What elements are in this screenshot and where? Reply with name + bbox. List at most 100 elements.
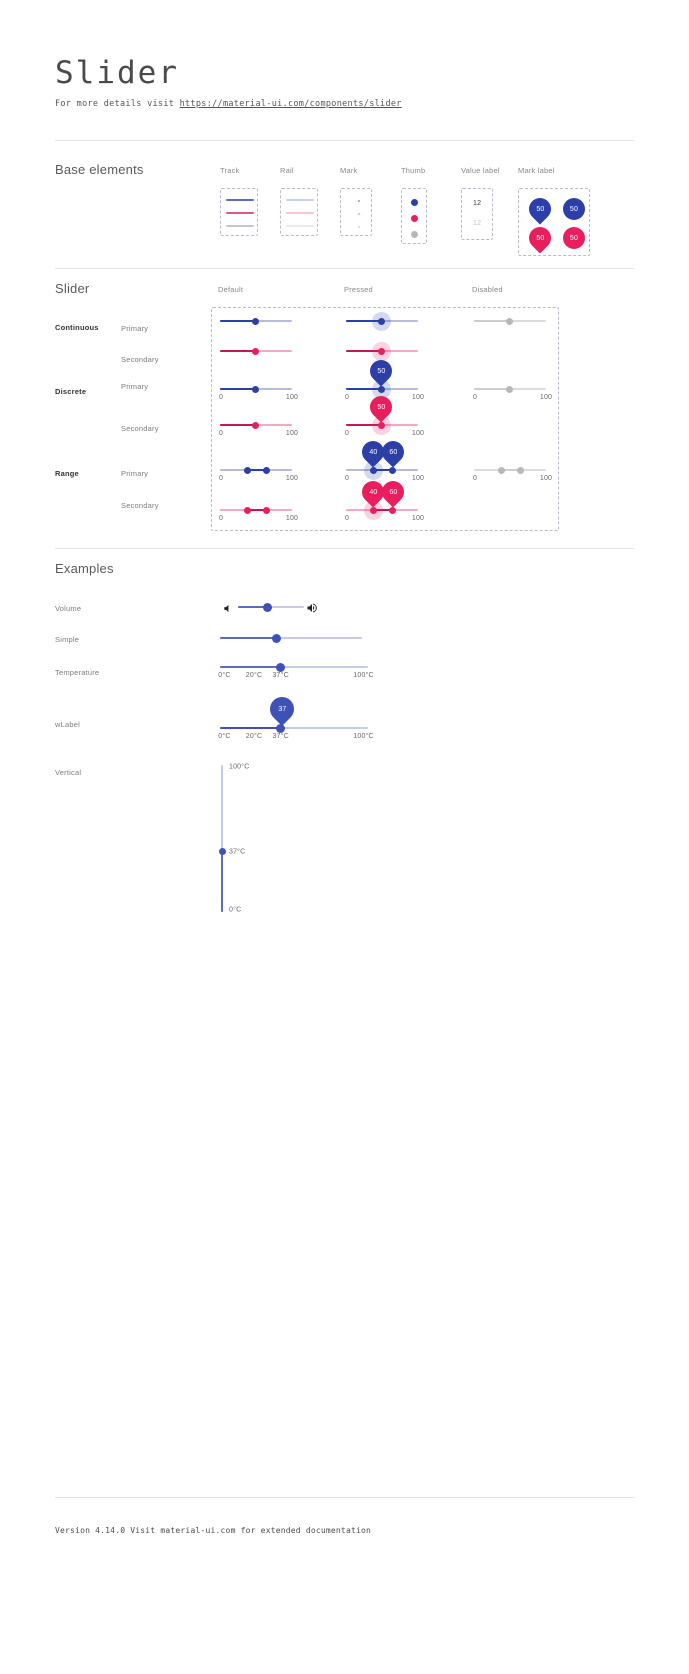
slider-discrete-primary-pressed[interactable]: 50 0 100 [345,355,424,401]
thumb-high[interactable] [389,506,397,514]
track [346,320,382,322]
row-group-range: Range [55,469,79,478]
mark-label-max: 100 [285,475,299,482]
divider-slider-section [55,548,634,549]
slider-col-default: Default [218,285,244,294]
base-col-rail: Rail [280,166,294,175]
thumb[interactable] [377,385,385,393]
subtitle-prefix: For more details visit [55,99,180,109]
thumb-swatch-disabled [411,231,418,238]
slider-discrete-secondary-pressed[interactable]: 50 0 100 [345,391,424,437]
rail-swatch-disabled [286,225,314,227]
thumb[interactable] [272,633,282,643]
page-subtitle: For more details visit https://material-… [55,99,402,109]
slider-range-secondary-pressed[interactable]: 40 60 0 100 [345,476,424,522]
slider-continuous-primary-default[interactable] [220,315,292,327]
example-label-volume: Volume [55,604,82,613]
mark-label-37: 37°C [272,672,289,679]
slider-range-primary-default[interactable]: 0 100 [219,464,298,482]
rail [220,637,362,639]
thumb[interactable] [377,421,385,429]
value-label-pin-text: 50 [377,367,386,375]
slider-range-primary-pressed[interactable]: 40 60 0 100 [345,436,424,482]
base-col-mark-label: Mark label [518,166,555,175]
example-label-vertical: Vertical [55,768,82,777]
thumb-high[interactable] [263,466,271,474]
rail-swatch-primary [286,199,314,201]
slider-discrete-secondary-default[interactable]: 0 100 [219,419,298,437]
track [220,727,281,729]
base-rail-box [280,188,318,236]
mark-label-max: 100 [411,515,425,522]
divider-base-elements [55,268,634,269]
slider-col-pressed: Pressed [344,285,373,294]
mark-label-pin-primary: 50 [524,193,556,225]
slider-continuous-primary-pressed[interactable] [346,311,418,331]
slider-range-secondary-default[interactable]: 0 100 [219,504,298,522]
base-col-track: Track [220,166,240,175]
slider-wlabel[interactable]: 37 0°C 20°C 37°C 100°C [218,692,374,740]
rail [221,765,223,912]
slider-volume[interactable] [238,601,304,613]
thumb-low[interactable] [369,506,377,514]
mark-swatch-secondary [358,213,360,215]
mark-label-0: 0°C [218,672,231,679]
slider-range-primary-disabled: 0 100 [473,464,552,482]
mark-label-max: 100 [411,430,425,437]
thumb[interactable] [276,662,286,672]
footer-text: Version 4.14.0 Visit material-ui.com for… [55,1526,372,1535]
mark-label-max: 100 [411,475,425,482]
thumb[interactable] [263,602,273,612]
track [220,350,256,352]
mark-label-min: 0 [218,394,224,401]
mark-label-pin-secondary: 50 [524,222,556,254]
mark-label-round-secondary: 50 [563,227,585,249]
track-swatch-disabled [226,225,254,227]
rail [220,727,368,729]
thumb[interactable] [218,848,226,856]
slider-simple[interactable] [220,632,362,644]
track [238,606,268,608]
docs-link[interactable]: https://material-ui.com/components/slide… [179,99,402,109]
thumb-high[interactable] [389,466,397,474]
mark-label-round-secondary-text: 50 [569,234,579,242]
slider-vertical[interactable]: 100°C 37°C 0°C [216,764,249,914]
thumb-low[interactable] [243,506,251,514]
thumb-low[interactable] [369,466,377,474]
mark-swatch-primary [358,200,360,202]
track [346,424,382,426]
thumb[interactable] [251,385,259,393]
mark-label-0: 0°C [218,733,231,740]
thumb-high[interactable] [263,506,271,514]
track [501,469,521,471]
thumb [505,385,513,393]
mark-label-37: 37°C [229,848,246,856]
track [220,637,277,639]
slider-continuous-secondary-default[interactable] [220,345,292,357]
slider-discrete-primary-default[interactable]: 0 100 [219,383,298,401]
thumb[interactable] [377,317,385,325]
thumb[interactable] [251,421,259,429]
value-label-pin-low-text: 40 [369,488,378,496]
mark-label-20: 20°C [245,733,263,740]
thumb[interactable] [251,347,259,355]
mark-label-min: 0 [472,394,478,401]
base-col-thumb: Thumb [401,166,426,175]
thumb-low[interactable] [243,466,251,474]
slider-temperature[interactable]: 0°C 20°C 37°C 100°C [218,661,374,679]
thumb[interactable] [377,347,385,355]
thumb[interactable] [251,317,259,325]
volume-down-icon[interactable] [222,601,233,613]
thumb[interactable] [276,723,286,733]
row-group-continuous: Continuous [55,323,99,332]
row-range-primary: Primary [121,469,149,478]
value-label-light: 12 [473,220,482,227]
mark-label-min: 0 [344,430,350,437]
base-col-mark: Mark [340,166,358,175]
mark-label-min: 0 [344,515,350,522]
slider-continuous-secondary-pressed[interactable] [346,341,418,361]
volume-up-icon[interactable] [306,601,318,613]
value-label-pin-text: 50 [377,403,386,411]
row-continuous-primary: Primary [121,324,149,333]
track [474,388,510,390]
